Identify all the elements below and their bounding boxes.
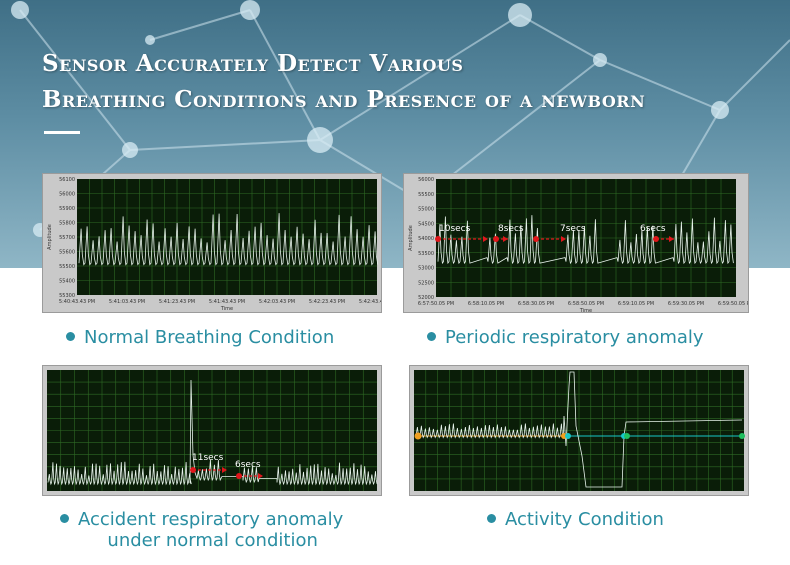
- marker-8secs-arrow: [503, 236, 508, 242]
- marker-6secs-start: [236, 473, 242, 479]
- y-axis-label: Amplitude: [408, 225, 414, 251]
- y-tick-label: 55500: [418, 192, 434, 198]
- y-tick-label: 55700: [59, 235, 75, 241]
- x-tick-label: 5:42:23.43 PM: [309, 299, 345, 305]
- y-tick-label: 52500: [418, 280, 434, 286]
- title-underline: [44, 131, 80, 134]
- y-tick-label: 56000: [418, 177, 434, 183]
- annotation-label: 11secs: [192, 453, 224, 463]
- bullet-dot-icon: [60, 514, 69, 523]
- periodic-anomaly-plot: 56000 55500 55000 54500 54000 53500 53000 52500…: [408, 177, 748, 312]
- x-tick-label: 6:57:50.05 PM: [418, 301, 454, 307]
- activity-trace: [415, 371, 743, 488]
- y-tick-label: 55600: [59, 250, 75, 256]
- annotation-label: 7secs: [560, 224, 586, 234]
- normal-breathing-chart: 56100 56000 55900 55800 55700 55600 55500 55400…: [42, 173, 382, 313]
- activity-plot: [414, 370, 745, 491]
- marker-6secs-arrow: [669, 236, 674, 242]
- caption-activity-text: Activity Condition: [505, 509, 664, 530]
- y-axis-label: Amplitude: [47, 224, 53, 250]
- annotation-label: 10secs: [439, 224, 471, 234]
- bullet-dot-icon: [427, 332, 436, 341]
- caption-accident-text-1: Accident respiratory anomaly: [78, 509, 344, 530]
- y-tick-label: 56100: [59, 177, 75, 183]
- cursor-marker-green-end: [739, 433, 745, 439]
- y-tick-label: 52000: [418, 295, 434, 301]
- x-axis-label: Time: [220, 306, 233, 312]
- cursor-marker-orange: [414, 432, 422, 440]
- x-axis-label: Time: [579, 308, 592, 312]
- annotation-label: 6secs: [640, 224, 666, 234]
- y-tick-label: 54500: [418, 221, 434, 227]
- normal-breathing-plot: 56100 56000 55900 55800 55700 55600 55500 55400…: [47, 177, 381, 312]
- y-tick-label: 55500: [59, 264, 75, 270]
- x-tick-label: 5:41:03.43 PM: [109, 299, 145, 305]
- caption-accident-text-2: under normal condition: [107, 530, 318, 551]
- x-tick-label: 5:40:43.43 PM: [59, 299, 95, 305]
- y-tick-label: 56000: [59, 192, 75, 198]
- marker-10secs-arrow: [483, 236, 488, 242]
- x-tick-label: 6:59:10.05 PM: [618, 301, 654, 307]
- cursor-marker-cyan: [565, 433, 571, 439]
- y-tick-label: 55300: [59, 293, 75, 299]
- y-tick-label: 55800: [59, 221, 75, 227]
- y-tick-label: 53500: [418, 251, 434, 257]
- marker-11secs-start: [190, 467, 196, 473]
- breathing-trace: [78, 213, 379, 266]
- x-tick-label: 6:58:10.05 PM: [468, 301, 504, 307]
- accident-anomaly-chart: 11secs 6secs: [42, 365, 382, 496]
- y-tick-label: 54000: [418, 236, 434, 242]
- page-title-line2: Breathing Conditions and Presence of a n…: [42, 86, 646, 113]
- caption-periodic: Periodic respiratory anomaly: [427, 327, 704, 348]
- marker-10secs-start: [435, 236, 441, 242]
- caption-normal: Normal Breathing Condition: [66, 327, 334, 348]
- x-tick-label: 6:59:50.05 PM: [718, 301, 748, 307]
- marker-7secs-arrow: [561, 236, 566, 242]
- annotation-label: 8secs: [498, 224, 524, 234]
- caption-periodic-text: Periodic respiratory anomaly: [445, 327, 704, 348]
- periodic-anomaly-chart: 56000 55500 55000 54500 54000 53500 53000 52500…: [403, 173, 749, 313]
- page-title-line1: Sensor Accurately Detect Various: [42, 50, 464, 77]
- caption-accident: Accident respiratory anomaly under normal…: [60, 509, 343, 551]
- activity-chart: [409, 365, 749, 496]
- x-tick-label: 6:58:30.05 PM: [518, 301, 554, 307]
- accident-anomaly-plot: 11secs 6secs: [47, 370, 378, 491]
- breathing-trace: [47, 379, 378, 486]
- marker-6secs-start: [653, 236, 659, 242]
- marker-6secs-arrow: [258, 473, 263, 479]
- annotation-label: 6secs: [235, 460, 261, 470]
- marker-11secs-arrow: [222, 467, 227, 473]
- x-tick-label: 5:41:23.43 PM: [159, 299, 195, 305]
- caption-normal-text: Normal Breathing Condition: [84, 327, 335, 348]
- marker-7secs-start: [533, 236, 539, 242]
- cursor-marker-green: [624, 433, 630, 439]
- x-tick-label: 6:58:50.05 PM: [568, 301, 604, 307]
- x-tick-label: 5:41:43.43 PM: [209, 299, 245, 305]
- bullet-dot-icon: [487, 514, 496, 523]
- marker-8secs-start: [493, 236, 499, 242]
- x-tick-label: 5:42:43.43 PM: [359, 299, 381, 305]
- y-tick-label: 55900: [59, 206, 75, 212]
- x-tick-label: 6:59:30.05 PM: [668, 301, 704, 307]
- x-tick-label: 5:42:03.43 PM: [259, 299, 295, 305]
- y-tick-label: 55400: [59, 279, 75, 285]
- bullet-dot-icon: [66, 332, 75, 341]
- y-tick-label: 53000: [418, 266, 434, 272]
- caption-activity: Activity Condition: [487, 509, 664, 530]
- y-tick-label: 55000: [418, 207, 434, 213]
- breathing-trace: [437, 215, 734, 265]
